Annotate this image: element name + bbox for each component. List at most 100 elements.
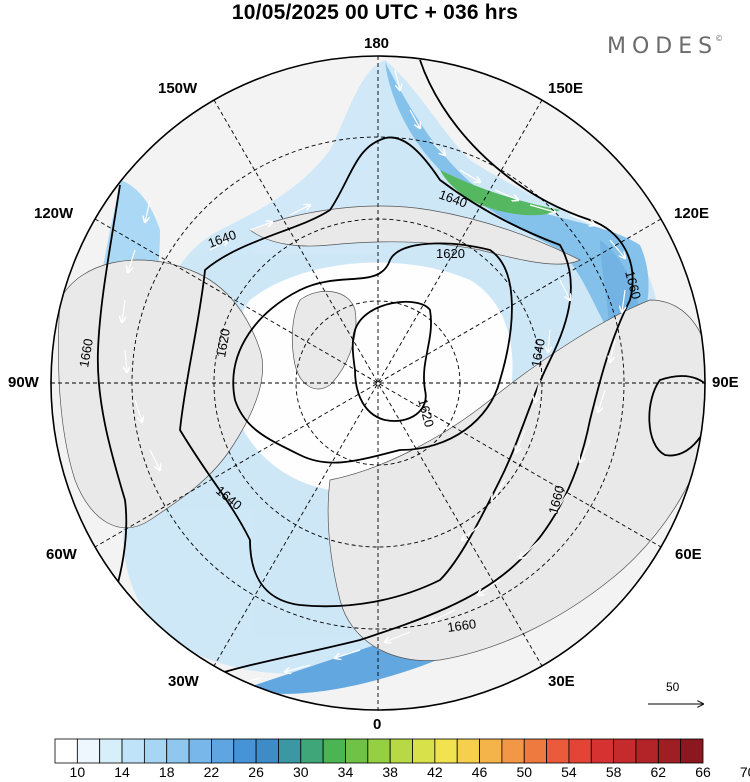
- eurasia: [327, 299, 705, 661]
- lon-label-150e: 150E: [548, 80, 584, 97]
- wind-vector: [535, 379, 541, 402]
- colorbar-tick-label: 62: [650, 764, 667, 780]
- colorbar-swatch: [121, 738, 145, 764]
- colorbar-tick-label: 38: [382, 764, 398, 780]
- colorbar-swatch: [434, 738, 458, 764]
- contour-1640: [179, 136, 572, 608]
- colorbar-swatch: [546, 738, 570, 764]
- wind-vector: [459, 169, 480, 182]
- brand-logo: MODES©: [607, 34, 723, 59]
- map-boundary: [50, 55, 706, 711]
- contour-label: 1620: [213, 327, 233, 358]
- greenland: [291, 291, 357, 390]
- colorbar: [54, 738, 704, 764]
- contour-label: 1640: [528, 337, 548, 368]
- wind-vector: [134, 399, 142, 422]
- lon-label-30w: 30W: [168, 673, 199, 690]
- brand-name: MODES: [607, 34, 719, 59]
- wind-vector: [125, 349, 127, 372]
- wind-vector: [285, 664, 311, 672]
- contour-1620-west: [232, 242, 513, 464]
- lon-label-180: 180: [364, 35, 390, 52]
- lon-label-60e: 60E: [675, 546, 702, 563]
- colorbar-swatch: [456, 738, 480, 764]
- colorbar-swatch: [613, 738, 637, 764]
- map-title: 10/05/2025 00 UTC + 036 hrs: [231, 1, 519, 24]
- wind-vector: [335, 649, 361, 658]
- colorbar-swatch: [523, 738, 547, 764]
- wind-vector: [209, 240, 228, 251]
- colorbar-swatch: [300, 738, 324, 764]
- lon-label-150w: 150W: [158, 80, 198, 97]
- contour-1660-right: [648, 375, 705, 457]
- wind-vector: [429, 139, 445, 155]
- north-america: [58, 259, 264, 529]
- wind-vector: [478, 579, 501, 595]
- wind-vector: [494, 189, 518, 200]
- colorbar-swatch: [345, 738, 369, 764]
- contour-1660-east: [199, 59, 634, 681]
- wind-vector: [598, 389, 606, 412]
- colorbar-swatch: [166, 738, 190, 764]
- colorbar-swatch: [188, 738, 212, 764]
- map-field: [51, 56, 705, 710]
- copyright-mark: ©: [715, 34, 724, 43]
- coastlines: [58, 205, 705, 661]
- wind-vector: [430, 609, 456, 622]
- wind-vector: [516, 429, 526, 452]
- wind-vector: [580, 439, 591, 462]
- colorbar-swatch: [143, 738, 168, 764]
- colorbar-tick-label: 14: [114, 764, 130, 780]
- wind-reference-label: 50: [666, 680, 680, 694]
- wind-vector: [385, 631, 411, 642]
- wind-vector: [462, 524, 481, 540]
- wind-vector: [492, 479, 506, 500]
- colorbar-swatch: [367, 738, 391, 764]
- wind-vector: [559, 279, 570, 300]
- colorbar-swatch: [479, 738, 503, 764]
- wind-vector: [610, 339, 616, 362]
- jet-band-inner-atlantic: [240, 580, 540, 694]
- colorbar-tick-label: 18: [158, 764, 175, 780]
- lon-label-120e: 120E: [674, 205, 710, 222]
- colorbar-swatch: [233, 738, 257, 764]
- contour-label: 1660: [622, 269, 644, 301]
- wind-vector: [122, 299, 125, 322]
- colorbar-swatch: [568, 738, 592, 764]
- wind-vector: [555, 489, 571, 512]
- wind-vector: [409, 109, 420, 128]
- wind-reference-arrow: [648, 680, 708, 710]
- wind-vectors: [122, 69, 625, 684]
- colorbar-tick-label: 66: [695, 764, 711, 780]
- colorbar-tick-label: 34: [337, 764, 354, 780]
- colorbar-swatch: [278, 738, 302, 764]
- colorbar-tick-label: 50: [516, 764, 533, 780]
- colorbar-tick-label: 58: [605, 764, 622, 780]
- wind-vector: [622, 289, 625, 312]
- wind-vector: [128, 249, 136, 272]
- colorbar-tick-label: 22: [203, 764, 220, 780]
- colorbar-swatch: [211, 738, 235, 764]
- colorbar-swatch: [54, 738, 78, 764]
- wind-vector: [394, 69, 400, 90]
- colorbar-swatch: [657, 738, 682, 764]
- colorbar-tick-label: 42: [427, 764, 443, 780]
- wind-vector: [569, 214, 595, 225]
- colorbar-swatch: [635, 738, 659, 764]
- colorbar-swatch: [412, 738, 436, 764]
- colorbar-labels: 10 14 18 22 26 30 34 38 42 46 50 54 58 62 66 70: [54, 764, 750, 780]
- colorbar-swatch: [255, 738, 279, 764]
- contour-1620-inner: [351, 300, 432, 422]
- colorbar-swatch: [76, 738, 101, 764]
- graticule: [51, 56, 705, 710]
- colorbar-swatch: [389, 738, 413, 764]
- wind-vector: [149, 449, 160, 470]
- contour-1660-west: [96, 184, 128, 611]
- lon-label-120w: 120W: [34, 205, 74, 222]
- wind-vector: [548, 329, 550, 352]
- lon-label-0: 0: [373, 716, 382, 733]
- wind-reference: 50: [648, 680, 708, 710]
- wind-vector: [249, 222, 272, 231]
- wind-vector: [520, 539, 541, 558]
